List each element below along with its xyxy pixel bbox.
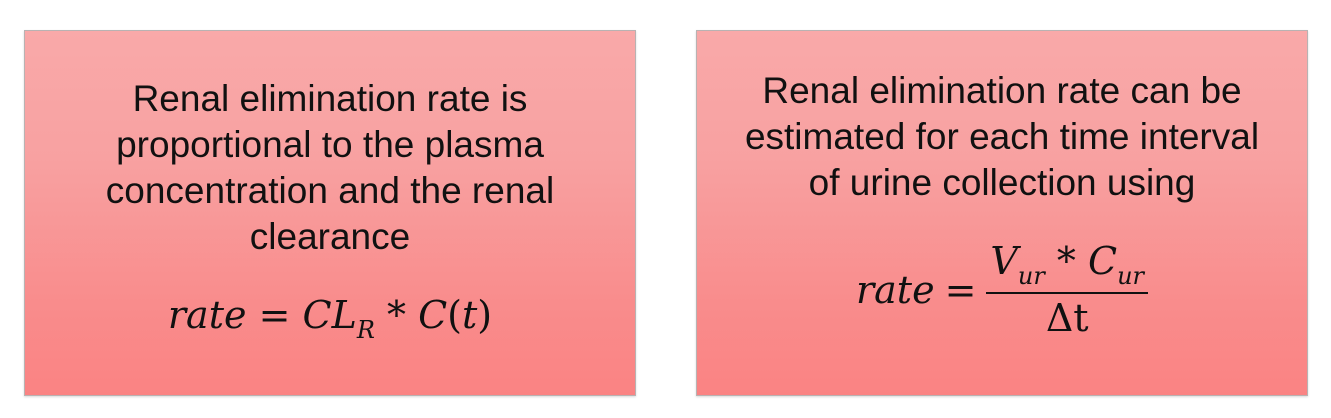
right-statement: Renal elimination rate can be estimated …: [697, 68, 1307, 206]
formula-open-paren: (: [447, 293, 462, 337]
left-statement-line-4: clearance: [249, 216, 411, 257]
right-statement-line-1: Renal elimination rate can be: [762, 70, 1242, 111]
left-card: Renal elimination rate is proportional t…: [24, 30, 636, 396]
formula-v: V: [990, 239, 1018, 283]
left-statement-line-2: proportional to the plasma: [116, 124, 544, 165]
formula-cl-subscript: R: [356, 316, 375, 344]
formula-numerator: Vur * Cur: [986, 239, 1149, 294]
right-card: Renal elimination rate can be estimated …: [696, 30, 1308, 396]
formula-c: C: [1088, 239, 1118, 283]
left-statement: Renal elimination rate is proportional t…: [25, 76, 635, 260]
formula-cl: CL: [302, 293, 357, 337]
formula-rate: rate: [855, 267, 935, 312]
formula-multiply: *: [1056, 239, 1076, 283]
formula-denominator: Δt: [1045, 296, 1089, 340]
right-formula: rate = Vur * Cur Δt: [697, 239, 1307, 340]
left-statement-line-3: concentration and the renal: [105, 170, 555, 211]
left-formula: rate = CLR * C(t): [25, 293, 635, 344]
formula-equals: =: [944, 267, 977, 312]
formula-t: t: [462, 293, 478, 337]
right-statement-line-2: estimated for each time interval: [744, 116, 1260, 157]
left-statement-line-1: Renal elimination rate is: [132, 78, 528, 119]
formula-c-subscript: ur: [1117, 262, 1145, 290]
formula-c: C: [418, 293, 448, 337]
formula-close-paren: ): [477, 293, 493, 337]
formula-multiply: *: [387, 293, 406, 337]
formula-equals: =: [258, 293, 291, 337]
formula-rate: rate: [167, 293, 247, 337]
right-statement-line-3: of urine collection using: [808, 162, 1196, 203]
formula-fraction: Vur * Cur Δt: [986, 239, 1149, 340]
formula-v-subscript: ur: [1017, 262, 1045, 290]
